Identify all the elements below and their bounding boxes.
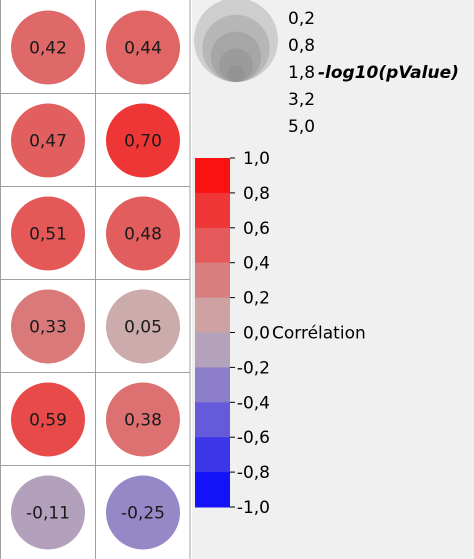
- correlation-bubble: [106, 289, 180, 364]
- size-legend-circle: [202, 14, 270, 82]
- correlation-bubble: [11, 382, 85, 457]
- correlation-value-label: 0,44: [124, 39, 162, 59]
- correlation-value-label: 0,05: [124, 318, 162, 338]
- color-scale-tick-label: 0,8: [243, 184, 270, 204]
- correlation-bubble: [106, 382, 180, 457]
- color-scale-tick-label: -0,8: [237, 463, 270, 483]
- correlation-bubble: [106, 103, 180, 178]
- color-scale-tick-label: -0,4: [237, 393, 270, 413]
- correlation-value-label: -0,25: [121, 504, 165, 524]
- color-scale-tick-label: -0,6: [237, 428, 270, 448]
- color-scale-segment: [195, 262, 230, 299]
- correlation-bubble: [106, 475, 180, 550]
- size-legend-circle: [210, 31, 262, 82]
- size-legend-circle: [194, 0, 278, 82]
- color-scale-tick-label: 0,6: [243, 219, 270, 239]
- size-legend-title: -log10(pValue): [318, 63, 459, 83]
- color-scale-segment: [195, 472, 230, 508]
- color-scale-tick-label: 0,2: [243, 289, 270, 309]
- heatmap-cells: 0,42 0,44 0,47 0,70 0,51 0,48 0,33 0,05 0,59 0,38…: [11, 10, 180, 550]
- size-legend: 0,2 0,8 1,8 3,2 5,0 -log10(pValue): [194, 0, 459, 137]
- color-scale-tick-label: 0,0: [243, 324, 270, 344]
- correlation-bubble: [11, 103, 85, 178]
- correlation-value-label: 0,48: [124, 225, 162, 245]
- legend-background: [192, 0, 474, 559]
- correlation-value-label: 0,47: [29, 132, 67, 152]
- color-scale-segment: [195, 367, 230, 403]
- size-legend-label: 0,2: [288, 9, 315, 29]
- correlation-bubble: [11, 475, 85, 550]
- color-scale-segment: [195, 402, 230, 438]
- size-legend-circle: [227, 65, 245, 82]
- correlation-bubble: [11, 196, 85, 271]
- legend-panel: 0,2 0,8 1,8 3,2 5,0 -log10(pValue) 1,0 0,8 0,6 0,…: [192, 0, 474, 559]
- color-legend: 1,0 0,8 0,6 0,4 0,2 0,0 -0,2 -0,4 -0,6 -0,8 -1,0 Co…: [195, 149, 366, 518]
- correlation-value-label: 0,70: [124, 132, 162, 152]
- correlation-value-label: 0,38: [124, 411, 162, 431]
- color-scale-segment: [195, 192, 230, 229]
- size-legend-label: 0,8: [288, 36, 315, 56]
- color-scale-segment: [195, 437, 230, 473]
- color-scale-segment: [195, 297, 230, 333]
- color-scale-tick-label: -0,2: [237, 358, 270, 378]
- correlation-bubble: [106, 196, 180, 271]
- color-scale-tick-label: -1,0: [237, 498, 270, 518]
- size-legend-label: 5,0: [288, 117, 315, 137]
- correlation-bubble: [11, 289, 85, 364]
- correlation-value-label: -0,11: [26, 504, 70, 524]
- correlation-bubble: [106, 10, 180, 85]
- size-legend-label: 3,2: [288, 90, 315, 110]
- correlation-value-label: 0,33: [29, 318, 67, 338]
- heatmap-grid: [0, 0, 191, 559]
- color-legend-title: Corrélation: [272, 324, 366, 344]
- color-scale-segment: [195, 227, 230, 264]
- correlation-bubble: [11, 10, 85, 85]
- color-scale-tick-label: 0,4: [243, 254, 270, 274]
- color-scale-segment: [195, 158, 230, 194]
- correlation-value-label: 0,51: [29, 225, 67, 245]
- correlation-value-label: 0,59: [29, 411, 67, 431]
- correlation-value-label: 0,42: [29, 39, 67, 59]
- size-legend-label: 1,8: [288, 63, 315, 83]
- color-scale-segment: [195, 332, 230, 368]
- color-scale-tick-label: 1,0: [243, 149, 270, 169]
- size-legend-circle: [219, 48, 253, 82]
